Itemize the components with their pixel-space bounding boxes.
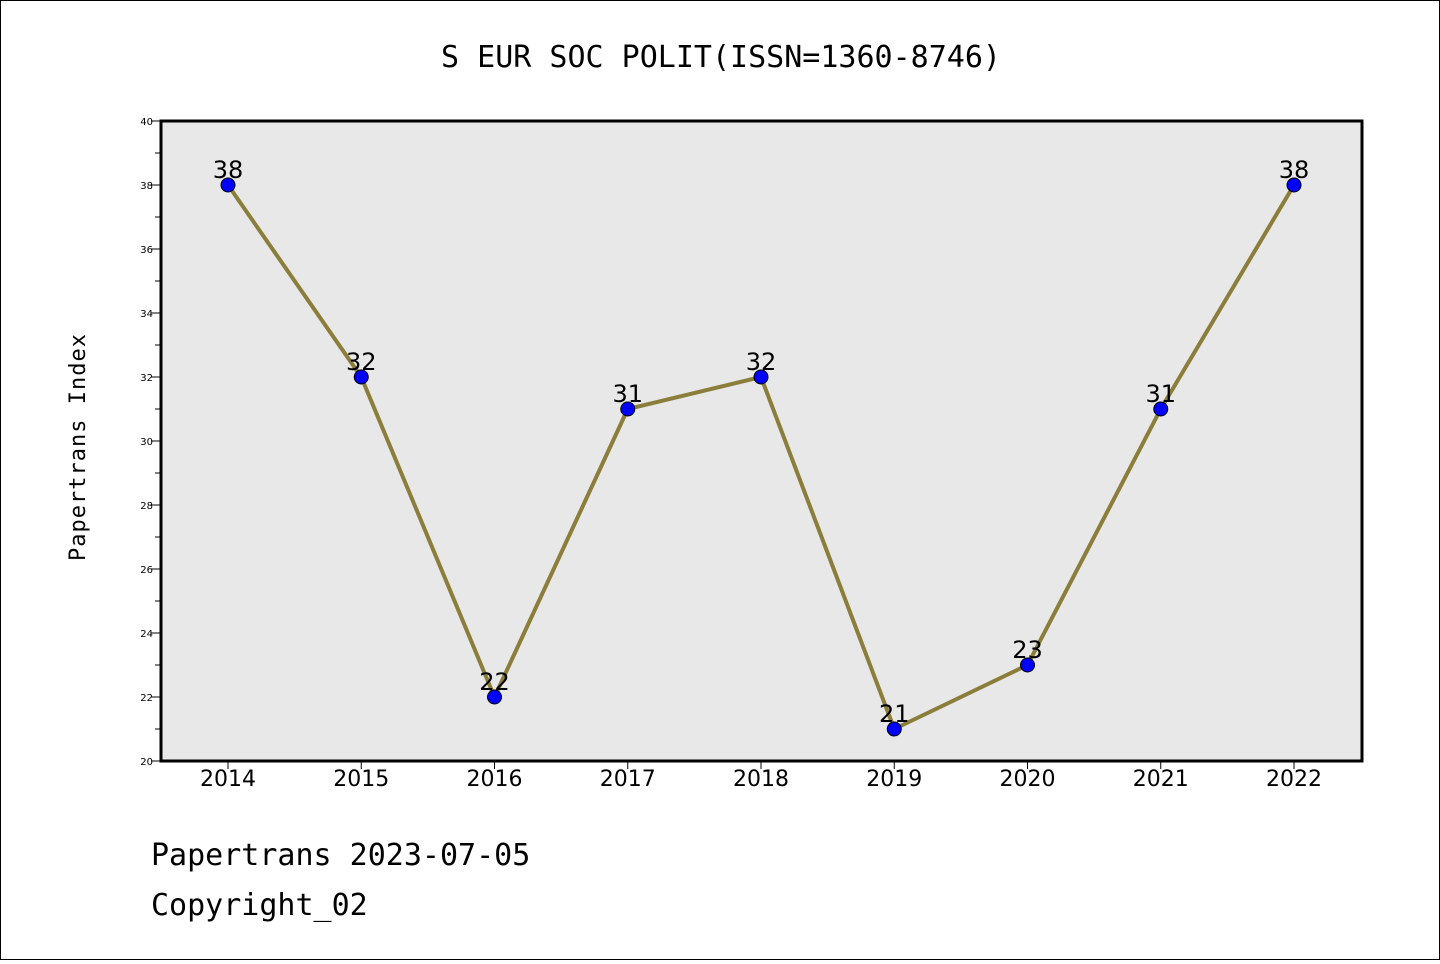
footer-copyright: Copyright_02 — [151, 888, 368, 923]
series-group: 38 32 22 31 32 21 23 31 38 — [213, 156, 1310, 737]
y-axis-label: Papertrans Index — [66, 333, 91, 561]
y-axis-ticks: 20 22 24 26 28 30 32 34 36 38 40 — [140, 117, 161, 768]
data-label: 22 — [479, 668, 510, 696]
data-point — [620, 401, 636, 417]
chart-title: S EUR SOC POLIT(ISSN=1360-8746) — [441, 40, 1001, 75]
data-point — [753, 369, 769, 385]
x-tick-label: 2014 — [200, 767, 256, 792]
data-label: 23 — [1012, 636, 1043, 664]
x-tick-label: 2015 — [333, 767, 389, 792]
data-label: 31 — [1145, 380, 1176, 408]
y-tick-label: 28 — [140, 501, 153, 512]
data-point — [487, 689, 502, 705]
data-label: 21 — [879, 700, 910, 728]
y-tick-label: 24 — [140, 629, 153, 640]
x-tick-label: 2020 — [1000, 767, 1056, 792]
data-point — [220, 177, 236, 193]
x-tick-label: 2016 — [467, 767, 523, 792]
x-tick-label: 2021 — [1133, 767, 1189, 792]
x-tick-label: 2017 — [600, 767, 656, 792]
data-label: 32 — [746, 348, 777, 376]
plot-area — [159, 119, 1364, 763]
y-tick-label: 40 — [140, 117, 153, 128]
data-label: 32 — [346, 348, 377, 376]
y-tick-label: 32 — [140, 373, 153, 384]
y-tick-label: 38 — [140, 181, 153, 192]
footer-date: Papertrans 2023-07-05 — [151, 838, 530, 873]
data-point — [353, 369, 369, 385]
data-point — [1286, 177, 1302, 193]
data-label: 38 — [1279, 156, 1310, 184]
x-tick-label: 2018 — [733, 767, 789, 792]
y-tick-label: 34 — [140, 309, 153, 320]
data-point — [1153, 401, 1169, 417]
y-tick-label: 22 — [140, 693, 153, 704]
data-point — [1020, 657, 1035, 673]
data-point — [886, 721, 902, 737]
y-tick-label: 26 — [140, 565, 153, 576]
y-tick-label: 30 — [140, 437, 153, 448]
data-label: 38 — [213, 156, 244, 184]
y-tick-label: 36 — [140, 245, 153, 256]
x-axis-ticks: 2014 2015 2016 2017 2018 2019 2020 2021 2022 — [200, 761, 1322, 792]
x-tick-label: 2022 — [1266, 767, 1322, 792]
y-tick-label: 20 — [140, 757, 153, 768]
x-tick-label: 2019 — [866, 767, 922, 792]
data-label: 31 — [612, 380, 643, 408]
